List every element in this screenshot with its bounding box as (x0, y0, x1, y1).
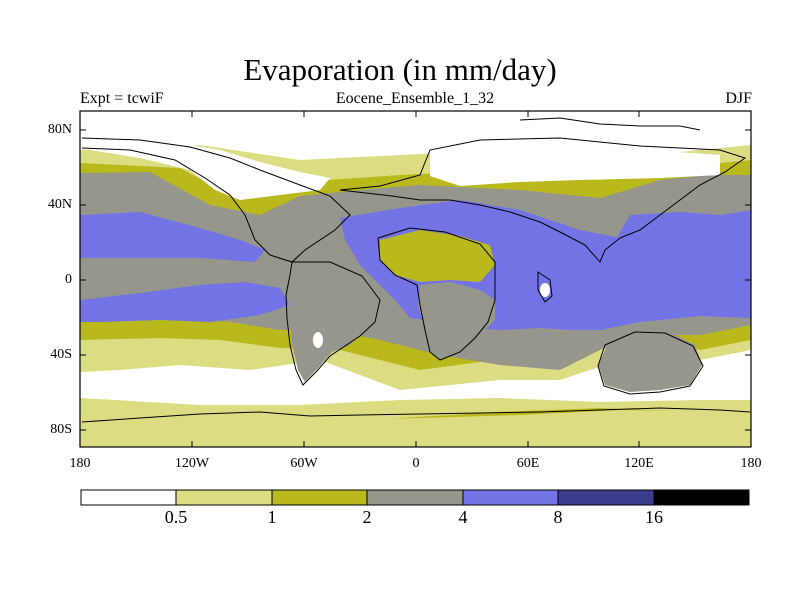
field-band-4-8-pacific (80, 212, 265, 262)
land-asia-core (430, 140, 720, 186)
field-band-4-8-north-atlantic (610, 212, 740, 262)
colorbar-box-1 (81, 490, 176, 505)
coastline-australia (597, 331, 704, 395)
run-name-label: Eocene_Ensemble_1_32 (335, 90, 495, 107)
x-label-180e: 180 (740, 456, 762, 471)
y-label-80s: 80S (50, 422, 72, 437)
colorbar-label-16: 16 (645, 507, 663, 527)
x-label-60w: 60W (290, 456, 318, 471)
land-australia (598, 330, 702, 392)
x-label-120e: 120E (624, 456, 654, 471)
colorbar-box-2 (176, 490, 272, 505)
y-label-40n: 40N (47, 197, 72, 212)
colorbar-box-3 (272, 490, 367, 505)
colorbar-label-4: 4 (458, 507, 468, 527)
field-spot-white-sa (313, 332, 323, 348)
colorbar-box-6 (558, 490, 654, 505)
map-field (80, 111, 751, 447)
colorbar-label-0.5: 0.5 (164, 507, 188, 527)
coastline-africa-arabia (377, 227, 496, 361)
season-label: DJF (725, 90, 752, 107)
experiment-label: Expt = tcwiF (80, 90, 164, 107)
coastline-antarctica (81, 407, 751, 423)
coastline-south-america (285, 261, 381, 386)
land-africa (418, 282, 495, 360)
colorbar-box-7 (654, 490, 749, 505)
coastline-north-america (81, 137, 351, 263)
colorbar-label-8: 8 (553, 507, 563, 527)
coastlines (81, 117, 751, 423)
map-title: Evaporation (in mm/day) (243, 52, 557, 87)
land-north-america-core (90, 135, 330, 200)
colorbar-label-2: 2 (362, 507, 372, 527)
colorbar-label-1: 1 (267, 507, 277, 527)
coastline-greenland (519, 117, 701, 131)
coastline-eurasia (339, 137, 747, 263)
axis-ticks (80, 111, 751, 447)
colorbar-box-4 (367, 490, 463, 505)
x-label-60e: 60E (516, 456, 540, 471)
y-label-0: 0 (65, 272, 72, 287)
x-label-0: 0 (412, 456, 420, 471)
colorbar-box-5 (463, 490, 558, 505)
x-label-120w: 120W (174, 456, 210, 471)
colorbar (80, 489, 750, 506)
field-spot-white-af (540, 283, 550, 297)
coastline-madagascar (537, 271, 553, 303)
x-label-180w: 180 (69, 456, 91, 471)
land-north-africa-arabia (380, 230, 495, 282)
y-label-40s: 40S (50, 347, 72, 362)
land-antarctica (80, 410, 751, 447)
field-band-4-8-south-pacific (80, 282, 290, 322)
y-label-80n: 80N (47, 122, 72, 137)
land-south-america (288, 258, 380, 382)
field-spot-white-pac (88, 375, 112, 385)
